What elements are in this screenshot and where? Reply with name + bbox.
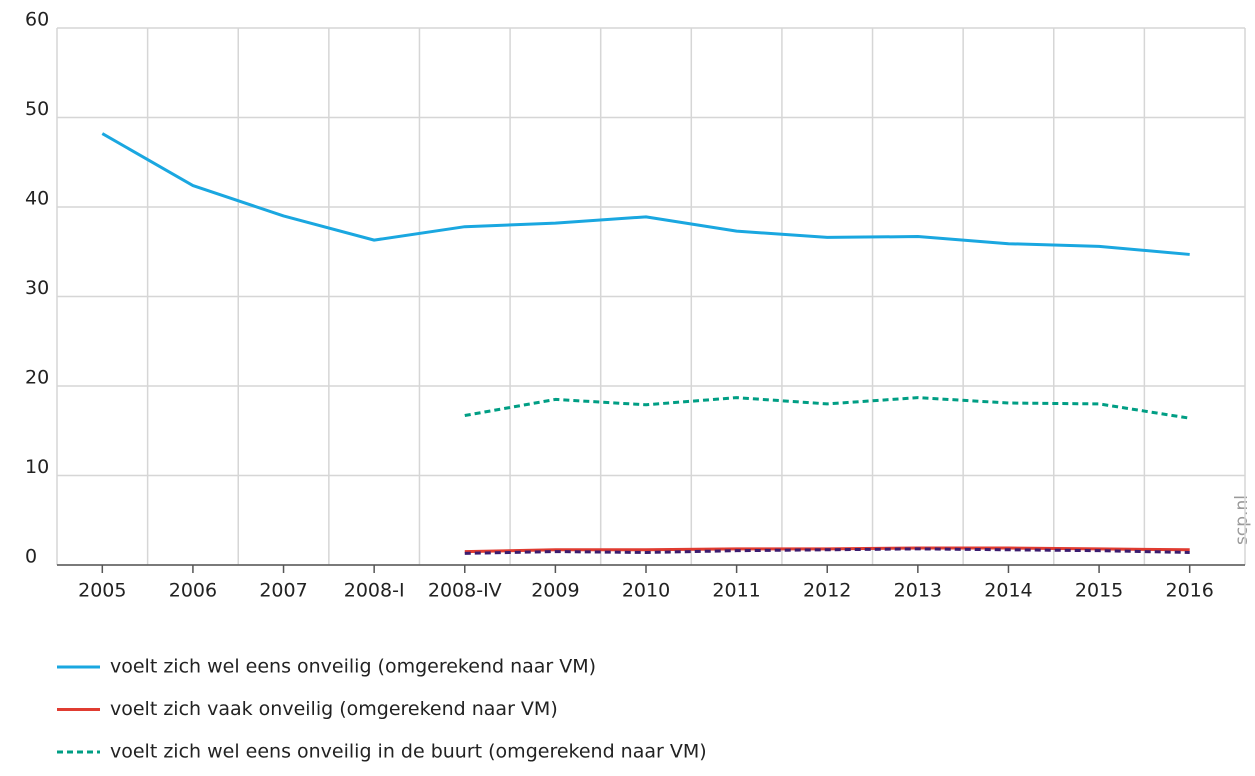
x-tick-label: 2016 bbox=[1166, 580, 1214, 602]
x-tick-label: 2008-IV bbox=[428, 580, 502, 602]
y-tick-label: 50 bbox=[25, 98, 49, 120]
x-tick-label: 2009 bbox=[531, 580, 579, 602]
y-tick-label: 10 bbox=[25, 456, 49, 478]
legend-label: voelt zich wel eens onveilig in de buurt… bbox=[110, 741, 707, 763]
x-tick-label: 2012 bbox=[803, 580, 851, 602]
y-tick-label: 60 bbox=[25, 9, 49, 31]
x-tick-label: 2013 bbox=[894, 580, 942, 602]
x-tick-label: 2005 bbox=[78, 580, 126, 602]
x-tick-label: 2008-I bbox=[344, 580, 405, 602]
legend-label: voelt zich vaak onveilig (omgerekend naa… bbox=[110, 698, 558, 720]
y-tick-label: 30 bbox=[25, 277, 49, 299]
x-tick-label: 2015 bbox=[1075, 580, 1123, 602]
x-tick-label: 2006 bbox=[169, 580, 217, 602]
legend-label: voelt zich wel eens onveilig (omgerekend… bbox=[110, 656, 596, 678]
y-tick-label: 20 bbox=[25, 367, 49, 389]
series-line bbox=[464, 396, 1190, 420]
watermark: scp.nl bbox=[1232, 495, 1252, 545]
y-tick-label: 40 bbox=[25, 188, 49, 210]
x-tick-label: 2010 bbox=[622, 580, 670, 602]
y-tick-label: 0 bbox=[25, 546, 37, 568]
x-tick-label: 2014 bbox=[984, 580, 1032, 602]
series-line bbox=[464, 547, 1190, 555]
series-line bbox=[101, 132, 1190, 256]
x-tick-label: 2007 bbox=[259, 580, 307, 602]
x-tick-label: 2011 bbox=[712, 580, 760, 602]
